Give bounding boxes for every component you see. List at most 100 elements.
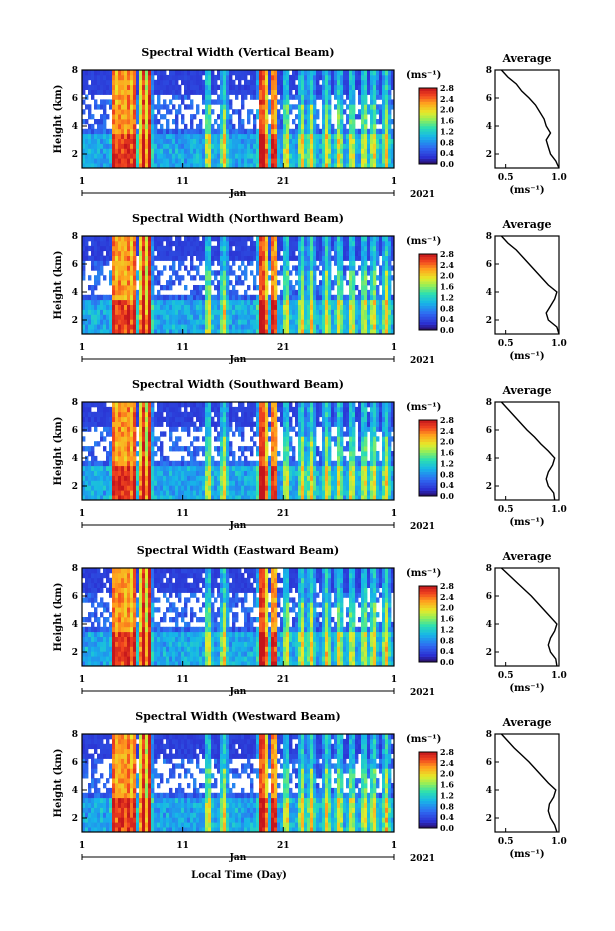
colorbar-tick-label: 2.8 <box>440 83 454 93</box>
heatmap-frame <box>81 401 395 501</box>
colorbar-tick-label: 1.6 <box>440 614 454 624</box>
colorbar-tick-label: 1.2 <box>440 458 454 468</box>
y-tick-label: 8 <box>72 232 78 242</box>
colorbar-tick-label: 2.0 <box>440 105 454 115</box>
x-tick-label: 11 <box>176 177 189 187</box>
colorbar-tick-label: 2.8 <box>440 415 454 425</box>
x-tick-label: 1 <box>391 343 397 353</box>
average-y-tick-label: 8 <box>486 730 492 740</box>
colorbar-unit: (ms⁻¹) <box>406 70 441 81</box>
month-label: Jan <box>229 189 247 199</box>
month-label: Jan <box>229 687 247 697</box>
y-axis-label: Height (km) <box>53 417 64 486</box>
y-tick-label: 2 <box>72 648 78 658</box>
y-tick-label: 6 <box>72 592 78 602</box>
average-x-tick-label: 1.0 <box>551 837 567 847</box>
average-y-tick-label: 2 <box>486 482 492 492</box>
average-x-label: (ms⁻¹) <box>509 849 544 860</box>
colorbar-tick-label: 2.4 <box>440 592 454 602</box>
panel-title: Spectral Width (Westward Beam) <box>135 710 340 723</box>
x-tick-label: 21 <box>277 343 290 353</box>
colorbar-tick-label: 1.6 <box>440 448 454 458</box>
colorbar-tick-label: 1.2 <box>440 292 454 302</box>
x-tick-label: 1 <box>79 509 85 519</box>
month-label: Jan <box>229 355 247 365</box>
colorbar-tick-label: 0.8 <box>440 137 454 147</box>
average-panel: Average 2 4 6 8 0.5 1.0 (ms⁻¹) <box>486 218 567 362</box>
x-tick-label: 1 <box>79 177 85 187</box>
average-x-tick-label: 0.5 <box>498 339 514 349</box>
average-y-tick-label: 2 <box>486 316 492 326</box>
average-panel: Average 2 4 6 8 0.5 1.0 (ms⁻¹) <box>486 716 567 860</box>
average-y-tick-label: 2 <box>486 150 492 160</box>
panel-4: Spectral Width (Eastward Beam) 2 4 6 8 Height… <box>53 544 567 698</box>
average-x-label: (ms⁻¹) <box>509 185 544 196</box>
colorbar-tick-label: 1.2 <box>440 790 454 800</box>
average-x-label: (ms⁻¹) <box>509 683 544 694</box>
colorbar-tick-label: 2.4 <box>440 260 454 270</box>
average-y-tick-label: 8 <box>486 564 492 574</box>
colorbar <box>418 419 438 497</box>
x-tick-label: 1 <box>391 841 397 851</box>
average-y-tick-label: 2 <box>486 814 492 824</box>
y-axis-label: Height (km) <box>53 251 64 320</box>
average-x-label: (ms⁻¹) <box>509 351 544 362</box>
panel-title: Spectral Width (Vertical Beam) <box>141 46 334 59</box>
y-tick-label: 4 <box>72 454 78 464</box>
average-y-tick-label: 4 <box>486 122 492 132</box>
colorbar-tick-label: 0.4 <box>440 148 454 158</box>
colorbar-tick-label: 1.2 <box>440 126 454 136</box>
colorbar-tick-label: 0.8 <box>440 303 454 313</box>
average-x-tick-label: 1.0 <box>551 505 567 515</box>
colorbar-tick-label: 0.4 <box>440 812 454 822</box>
heatmap-frame <box>81 733 395 833</box>
colorbar-tick-label: 2.8 <box>440 249 454 259</box>
average-x-tick-label: 0.5 <box>498 837 514 847</box>
average-title: Average <box>501 716 551 729</box>
y-tick-label: 4 <box>72 122 78 132</box>
colorbar-unit: (ms⁻¹) <box>406 236 441 247</box>
average-panel: Average 2 4 6 8 0.5 1.0 (ms⁻¹) <box>486 52 567 196</box>
average-profile-line <box>500 69 560 169</box>
average-title: Average <box>501 218 551 231</box>
panel-title: Spectral Width (Eastward Beam) <box>137 544 339 557</box>
y-tick-label: 2 <box>72 482 78 492</box>
colorbar-tick-label: 2.4 <box>440 426 454 436</box>
average-profile-line <box>500 567 558 667</box>
panel-3: Spectral Width (Southward Beam) 2 4 6 8 Heigh… <box>53 378 567 532</box>
colorbar-tick-label: 0.0 <box>440 159 454 169</box>
x-tick-label: 11 <box>176 343 189 353</box>
x-tick-label: 11 <box>176 841 189 851</box>
year-label: 2021 <box>410 190 435 200</box>
average-x-label: (ms⁻¹) <box>509 517 544 528</box>
heatmap-cells <box>82 70 395 169</box>
average-profile-line <box>500 401 556 501</box>
y-tick-label: 8 <box>72 730 78 740</box>
year-label: 2021 <box>410 688 435 698</box>
x-tick-label: 1 <box>79 675 85 685</box>
y-axis-label: Height (km) <box>53 749 64 818</box>
average-x-tick-label: 1.0 <box>551 339 567 349</box>
average-x-tick-label: 0.5 <box>498 505 514 515</box>
y-tick-label: 6 <box>72 94 78 104</box>
year-label: 2021 <box>410 522 435 532</box>
heatmap-cells <box>82 236 395 335</box>
colorbar-unit: (ms⁻¹) <box>406 734 441 745</box>
average-y-tick-label: 4 <box>486 454 492 464</box>
colorbar-tick-label: 2.4 <box>440 94 454 104</box>
colorbar-unit: (ms⁻¹) <box>406 568 441 579</box>
month-label: Jan <box>229 521 247 531</box>
average-profile-line <box>500 235 560 335</box>
x-tick-label: 21 <box>277 841 290 851</box>
average-x-tick-label: 0.5 <box>498 173 514 183</box>
colorbar-tick-label: 2.0 <box>440 603 454 613</box>
colorbar-tick-label: 1.6 <box>440 780 454 790</box>
colorbar <box>418 87 438 165</box>
colorbar-tick-label: 0.0 <box>440 325 454 335</box>
average-x-tick-label: 1.0 <box>551 173 567 183</box>
colorbar-tick-label: 2.8 <box>440 747 454 757</box>
average-y-tick-label: 8 <box>486 66 492 76</box>
colorbar-tick-label: 1.6 <box>440 282 454 292</box>
colorbar-tick-label: 0.8 <box>440 469 454 479</box>
year-label: 2021 <box>410 356 435 366</box>
